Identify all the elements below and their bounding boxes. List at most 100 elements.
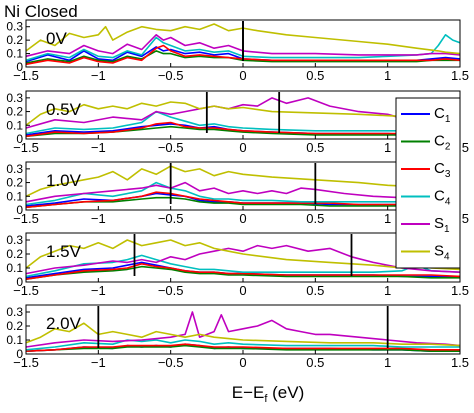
y-tick-label: 0.2 <box>6 176 23 190</box>
panel-5: −1.5 −1 −0.5 0 0.5 1 1.500.10.20.32.0V <box>6 304 469 370</box>
y-tick-label: 0.1 <box>6 261 23 275</box>
x-tick-label: 1.5 <box>451 355 469 370</box>
legend-entry-s4: S4 <box>401 243 450 263</box>
legend-label: C3 <box>434 160 451 180</box>
series-line-s1 <box>25 97 461 129</box>
legend-entry-c3: C3 <box>401 160 451 180</box>
legend-label-main: C <box>434 160 445 177</box>
panel-label: 1.5V <box>46 242 82 261</box>
x-tick-label: 0 <box>239 355 246 370</box>
y-tick-label: 0.3 <box>6 20 23 34</box>
panel-4: −1.5 −1 −0.5 0 0.5 1 1.500.10.20.31.5V <box>6 232 469 298</box>
legend-label-main: C <box>434 105 445 122</box>
series-line-c3 <box>25 262 461 280</box>
x-tick-label: 0 <box>239 283 246 298</box>
figure-title: Ni Closed <box>4 2 78 21</box>
panel-label: 2.0V <box>46 314 82 333</box>
y-tick-label: 0.3 <box>6 91 23 105</box>
x-tick-label: 0.5 <box>306 68 324 83</box>
series-line-c2 <box>25 50 460 64</box>
x-tick-label: 1 <box>384 140 391 155</box>
legend-label-main: S <box>434 215 444 232</box>
legend-label-sub: 4 <box>445 197 451 208</box>
legend-label-sub: 3 <box>445 169 451 180</box>
y-tick-label: 0.2 <box>6 247 23 261</box>
y-tick-label: 0 <box>16 203 23 217</box>
y-tick-label: 0.2 <box>6 33 23 47</box>
legend-label-sub: 4 <box>444 252 450 263</box>
legend-label-sub: 2 <box>445 142 451 153</box>
x-tick-label: 0.5 <box>306 140 324 155</box>
legend-label: C1 <box>434 105 451 125</box>
series-line-c3 <box>25 121 460 138</box>
series-line-c4 <box>25 181 460 206</box>
series-line-c2 <box>25 196 460 209</box>
legend-label-sub: 1 <box>445 114 451 125</box>
legend-label-main: C <box>434 133 445 150</box>
x-tick-label: −1.5 <box>13 140 39 155</box>
series-line-s4 <box>25 101 461 126</box>
legend-label: C4 <box>434 188 451 208</box>
series-line-c3 <box>25 191 460 209</box>
series-line-c4 <box>25 339 460 351</box>
legend-entry-c2: C2 <box>401 133 451 153</box>
x-tick-label: 1 <box>384 355 391 370</box>
series-line-s1 <box>25 181 461 203</box>
series-line-s1 <box>25 244 461 275</box>
legend-label-sub: 1 <box>444 224 450 235</box>
legend-label: S1 <box>434 215 450 235</box>
panel-label: 0V <box>46 29 67 48</box>
series-line-s4 <box>25 23 461 55</box>
x-tick-label: 0 <box>239 140 246 155</box>
x-tick-label: −0.5 <box>158 355 184 370</box>
y-tick-label: 0.2 <box>6 319 23 333</box>
x-tick-label: −0.5 <box>158 140 184 155</box>
x-tick-label: −0.5 <box>158 68 184 83</box>
x-tick-label: 1 <box>384 283 391 298</box>
series-line-s4 <box>25 239 461 271</box>
legend-box <box>395 97 461 269</box>
legend-label: C2 <box>434 133 451 153</box>
x-tick-label: −1.5 <box>13 283 39 298</box>
series-line-c4 <box>25 110 460 135</box>
x-tick-label: 1 <box>384 68 391 83</box>
series-line-c3 <box>25 343 460 352</box>
legend-entry-c4: C4 <box>401 188 451 208</box>
x-tick-label: 1.5 <box>451 68 469 83</box>
x-tick-label: 0.5 <box>306 283 324 298</box>
y-tick-label: 0 <box>16 60 23 74</box>
x-tick-label: −1.5 <box>13 68 39 83</box>
y-tick-label: 0 <box>16 275 23 289</box>
series-line-s4 <box>25 322 461 347</box>
x-tick-label: 1.5 <box>451 283 469 298</box>
x-tick-label: −1 <box>91 355 106 370</box>
x-axis-label: E−Ef (eV) <box>232 383 305 405</box>
x-tick-label: 0.5 <box>306 355 324 370</box>
y-tick-label: 0.3 <box>6 233 23 247</box>
y-tick-label: 0.3 <box>6 162 23 176</box>
legend-entry-s1: S1 <box>401 215 450 235</box>
x-tick-label: −1 <box>91 68 106 83</box>
series-line-c2 <box>25 344 460 353</box>
x-tick-label: −1.5 <box>13 211 39 226</box>
x-tick-label: 0 <box>239 211 246 226</box>
x-tick-label: −1 <box>91 283 106 298</box>
y-tick-label: 0.3 <box>6 305 23 319</box>
legend-label-main: S <box>434 243 444 260</box>
x-tick-label: −0.5 <box>158 283 184 298</box>
y-tick-label: 0 <box>16 347 23 361</box>
y-tick-label: 0.1 <box>6 118 23 132</box>
panel-3: −1.5−1−0.500.511.500.10.20.31.0V <box>6 161 469 226</box>
x-axis-label-main: E−E <box>232 383 265 402</box>
legend-entry-c1: C1 <box>401 105 451 125</box>
series-line-c3 <box>25 44 461 66</box>
y-tick-label: 0.2 <box>6 105 23 119</box>
x-tick-label: −1.5 <box>13 355 39 370</box>
y-tick-label: 0.1 <box>6 47 23 61</box>
x-tick-label: 0 <box>239 68 246 83</box>
x-tick-label: −0.5 <box>158 211 184 226</box>
x-tick-label: −1 <box>91 211 106 226</box>
y-tick-label: 0.1 <box>6 333 23 347</box>
